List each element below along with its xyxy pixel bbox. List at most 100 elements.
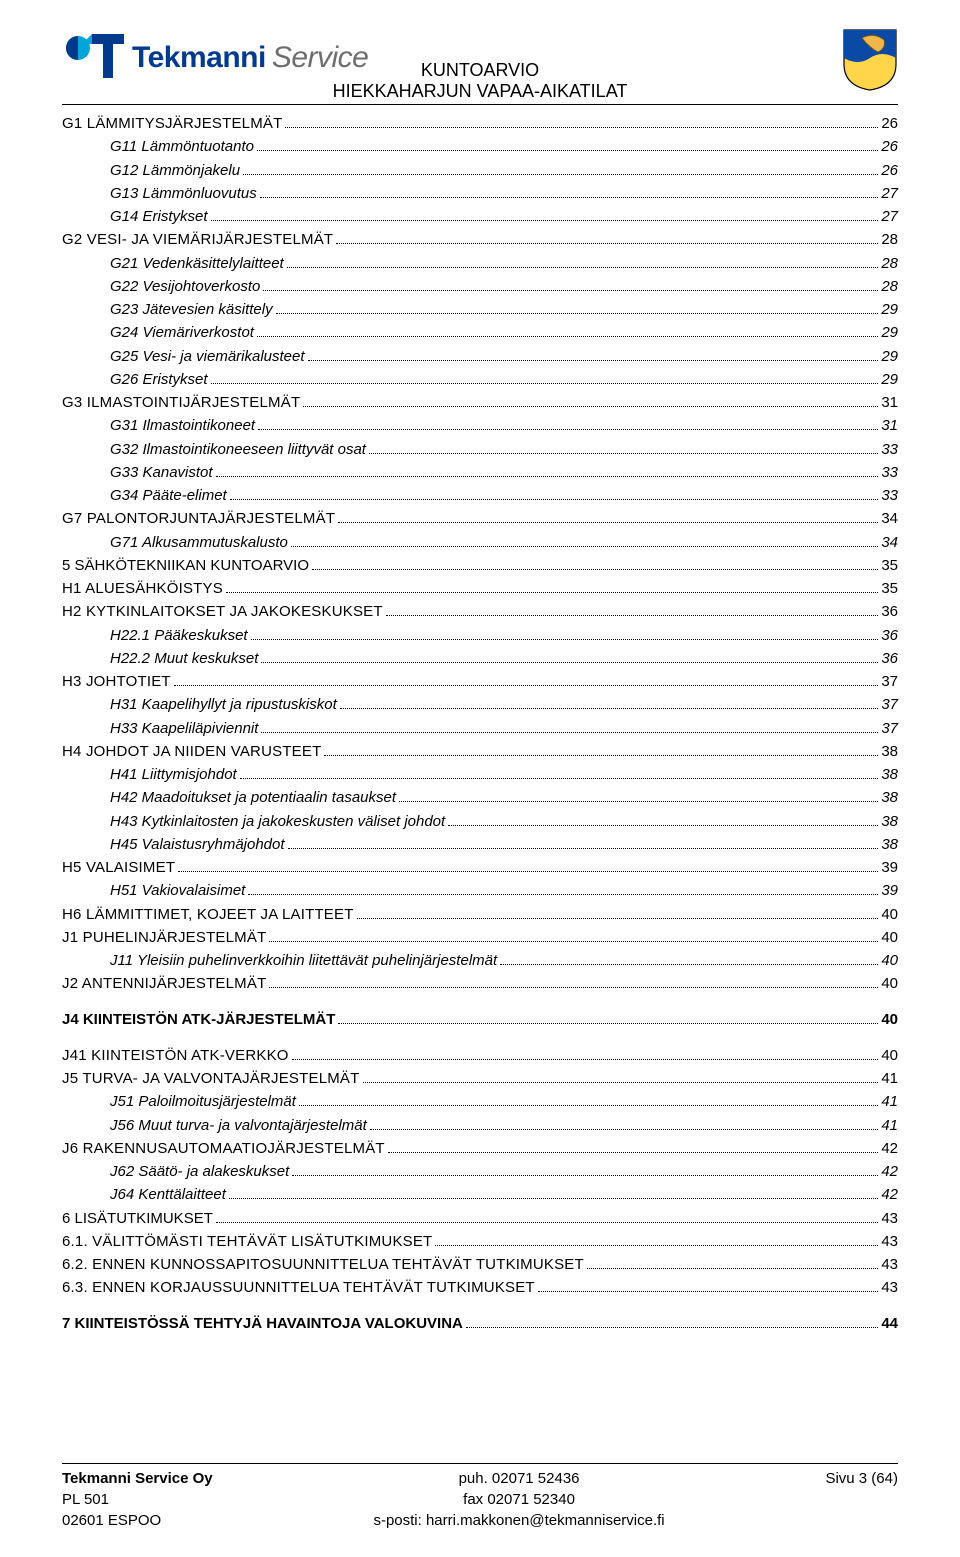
toc-row: G32 Ilmastointikoneeseen liittyvät osat3…: [62, 439, 898, 461]
toc-row: H31 Kaapelihyllyt ja ripustuskiskot37: [62, 694, 898, 716]
toc-label: G31 Ilmastointikoneet: [110, 415, 255, 437]
toc-page-number: 37: [881, 671, 898, 693]
toc-dots: [363, 1070, 879, 1084]
toc-dots: [261, 649, 878, 663]
toc-row: G3 ILMASTOINTIJÄRJESTELMÄT31: [62, 392, 898, 414]
toc-row: H33 Kaapeliläpiviennit37: [62, 718, 898, 740]
toc-dots: [257, 324, 878, 338]
logo-text: TekmanniService: [132, 41, 368, 75]
toc-row: G71 Alkusammutuskalusto 34: [62, 532, 898, 554]
toc-dots: [587, 1256, 878, 1270]
toc-row: 7 KIINTEISTÖSSÄ TEHTYJÄ HAVAINTOJA VALOK…: [62, 1313, 898, 1335]
toc-dots: [216, 463, 879, 477]
toc-dots: [276, 301, 879, 315]
toc-row: J5 TURVA- JA VALVONTAJÄRJESTELMÄT41: [62, 1068, 898, 1090]
toc-row: G24 Viemäriverkostot29: [62, 322, 898, 344]
toc-dots: [303, 394, 878, 408]
toc-label: H33 Kaapeliläpiviennit: [110, 718, 258, 740]
toc-page-number: 26: [881, 113, 898, 135]
toc-row: J64 Kenttälaitteet42: [62, 1184, 898, 1206]
footer-left: Tekmanni Service Oy PL 501 02601 ESPOO: [62, 1468, 213, 1531]
toc-page-number: 28: [881, 276, 898, 298]
toc-label: J6 RAKENNUSAUTOMAATIOJÄRJESTELMÄT: [62, 1138, 385, 1160]
toc-label: H1 ALUESÄHKÖISTYS: [62, 578, 223, 600]
toc-dots: [260, 184, 879, 198]
toc-dots: [240, 766, 879, 780]
toc-row: H2 KYTKINLAITOKSET JA JAKOKESKUKSET36: [62, 601, 898, 623]
toc-page-number: 41: [881, 1091, 898, 1113]
toc-page-number: 39: [881, 857, 898, 879]
toc-label: H41 Liittymisjohdot: [110, 764, 237, 786]
toc-row: 5 SÄHKÖTEKNIIKAN KUNTOARVIO35: [62, 555, 898, 577]
toc-dots: [312, 556, 878, 570]
toc-page-number: 38: [881, 811, 898, 833]
toc-row: J4 KIINTEISTÖN ATK-JÄRJESTELMÄT40: [62, 1009, 898, 1031]
toc-row: 6.1. VÄLITTÖMÄSTI TEHTÄVÄT LISÄTUTKIMUKS…: [62, 1231, 898, 1253]
toc-row: J51 Paloilmoitusjärjestelmät41: [62, 1091, 898, 1113]
toc-row: G23 Jätevesien käsittely29: [62, 299, 898, 321]
table-of-contents: G1 LÄMMITYSJÄRJESTELMÄT26G11 Lämmöntuota…: [62, 113, 898, 1335]
toc-page-number: 38: [881, 834, 898, 856]
toc-row: J1 PUHELINJÄRJESTELMÄT40: [62, 927, 898, 949]
toc-label: G22 Vesijohtoverkosto: [110, 276, 260, 298]
toc-row: G12 Lämmönjakelu26: [62, 160, 898, 182]
toc-dots: [216, 1209, 878, 1223]
toc-dots: [229, 1186, 878, 1200]
toc-label: G13 Lämmönluovutus: [110, 183, 257, 205]
toc-dots: [269, 928, 878, 942]
toc-row: H5 VALAISIMET39: [62, 857, 898, 879]
toc-dots: [287, 254, 879, 268]
toc-row: G34 Pääte-elimet33: [62, 485, 898, 507]
toc-label: H22.1 Pääkeskukset: [110, 625, 248, 647]
toc-page-number: 44: [881, 1313, 898, 1335]
toc-dots: [388, 1139, 879, 1153]
toc-page-number: 29: [881, 299, 898, 321]
toc-label: H43 Kytkinlaitosten ja jakokeskusten väl…: [110, 811, 445, 833]
toc-page-number: 40: [881, 950, 898, 972]
toc-label: G71 Alkusammutuskalusto: [110, 532, 288, 554]
toc-label: 6.1. VÄLITTÖMÄSTI TEHTÄVÄT LISÄTUTKIMUKS…: [62, 1231, 432, 1253]
toc-label: J1 PUHELINJÄRJESTELMÄT: [62, 927, 266, 949]
toc-page-number: 43: [881, 1208, 898, 1230]
toc-label: H6 LÄMMITTIMET, KOJEET JA LAITTEET: [62, 904, 354, 926]
toc-page-number: 31: [881, 392, 898, 414]
page-footer: Tekmanni Service Oy PL 501 02601 ESPOO p…: [62, 1463, 898, 1531]
toc-dots: [174, 673, 879, 687]
toc-label: J41 KIINTEISTÖN ATK-VERKKO: [62, 1045, 289, 1067]
toc-row: G2 VESI- JA VIEMÄRIJÄRJESTELMÄT28: [62, 229, 898, 251]
toc-label: J64 Kenttälaitteet: [110, 1184, 226, 1206]
toc-label: G7 PALONTORJUNTAJÄRJESTELMÄT: [62, 508, 335, 530]
toc-page-number: 38: [881, 764, 898, 786]
toc-label: G21 Vedenkäsittelylaitteet: [110, 253, 284, 275]
toc-page-number: 34: [881, 532, 898, 554]
toc-row: H45 Valaistusryhmäjohdot38: [62, 834, 898, 856]
toc-dots: [211, 208, 879, 222]
toc-dots: [285, 115, 878, 129]
toc-label: J62 Säätö- ja alakeskukset: [110, 1161, 289, 1183]
toc-dots: [369, 440, 878, 454]
toc-row: J62 Säätö- ja alakeskukset42: [62, 1161, 898, 1183]
toc-label: G2 VESI- JA VIEMÄRIJÄRJESTELMÄT: [62, 229, 333, 251]
toc-dots: [336, 231, 878, 245]
toc-row: H6 LÄMMITTIMET, KOJEET JA LAITTEET40: [62, 904, 898, 926]
toc-dots: [251, 626, 879, 640]
toc-page-number: 29: [881, 322, 898, 344]
toc-dots: [248, 882, 878, 896]
toc-dots: [386, 603, 879, 617]
toc-page-number: 40: [881, 1009, 898, 1031]
toc-dots: [288, 835, 879, 849]
toc-label: H3 JOHTOTIET: [62, 671, 171, 693]
toc-row: G11 Lämmöntuotanto26: [62, 136, 898, 158]
toc-label: H4 JOHDOT JA NIIDEN VARUSTEET: [62, 741, 321, 763]
toc-row: J6 RAKENNUSAUTOMAATIOJÄRJESTELMÄT42: [62, 1138, 898, 1160]
toc-row: 6.3. ENNEN KORJAUSSUUNNITTELUA TEHTÄVÄT …: [62, 1277, 898, 1299]
toc-dots: [257, 138, 878, 152]
toc-page-number: 27: [881, 206, 898, 228]
toc-dots: [338, 1011, 878, 1025]
toc-label: H51 Vakiovalaisimet: [110, 880, 245, 902]
toc-row: J56 Muut turva- ja valvontajärjestelmät4…: [62, 1115, 898, 1137]
toc-dots: [324, 742, 878, 756]
toc-label: G26 Eristykset: [110, 369, 208, 391]
toc-label: 6 LISÄTUTKIMUKSET: [62, 1208, 213, 1230]
toc-label: G12 Lämmönjakelu: [110, 160, 240, 182]
